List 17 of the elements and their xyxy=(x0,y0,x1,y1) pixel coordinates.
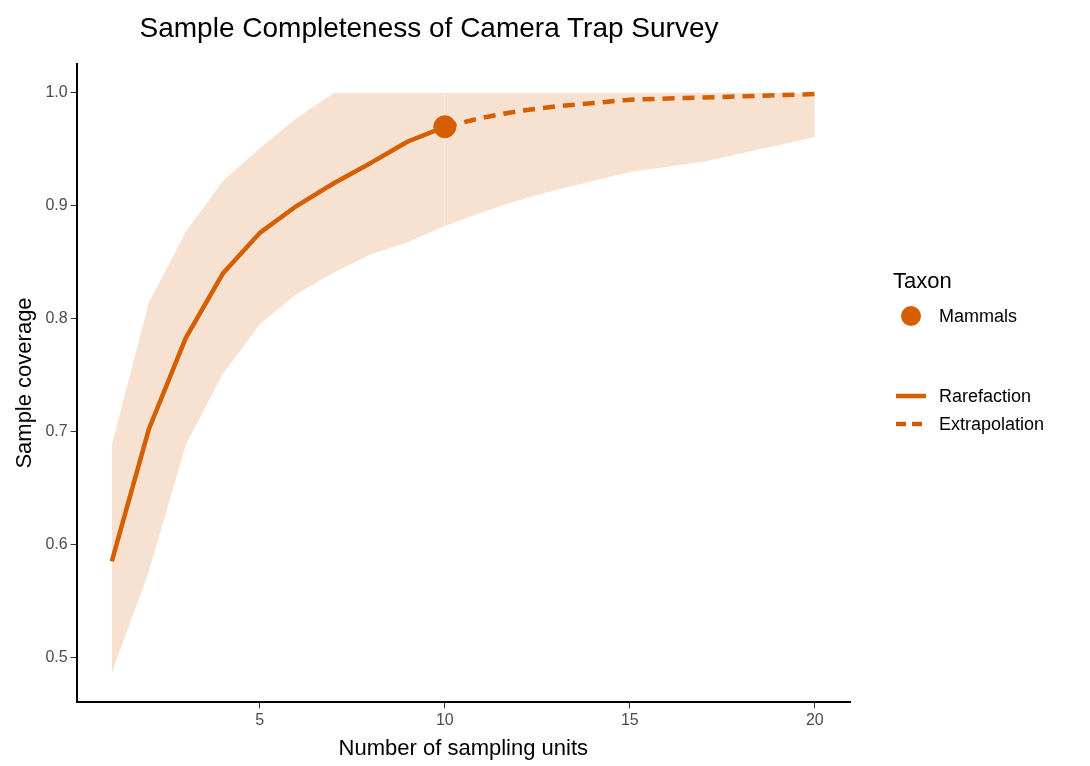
y-tick-label: 0.7 xyxy=(45,421,68,439)
y-tick-label: 0.6 xyxy=(45,534,68,552)
y-tick-label: 0.9 xyxy=(45,196,68,214)
x-tick-label: 5 xyxy=(255,711,265,729)
x-tick-label: 20 xyxy=(805,711,824,729)
y-axis-title: Sample coverage xyxy=(11,297,37,469)
legend-title: Taxon xyxy=(893,268,953,294)
y-tick-label: 1.0 xyxy=(45,83,68,101)
legend-label: Rarefaction xyxy=(939,385,1032,407)
x-axis-title: Number of sampling units xyxy=(338,734,589,760)
chart-title: Sample Completeness of Camera Trap Survey xyxy=(139,11,719,43)
x-tick-label: 10 xyxy=(435,711,454,729)
legend-label: Mammals xyxy=(939,305,1018,327)
x-tick-label: 15 xyxy=(620,711,639,729)
y-tick-label: 0.5 xyxy=(45,647,68,665)
y-tick-label: 0.8 xyxy=(45,309,68,327)
legend-label: Extrapolation xyxy=(939,413,1045,435)
